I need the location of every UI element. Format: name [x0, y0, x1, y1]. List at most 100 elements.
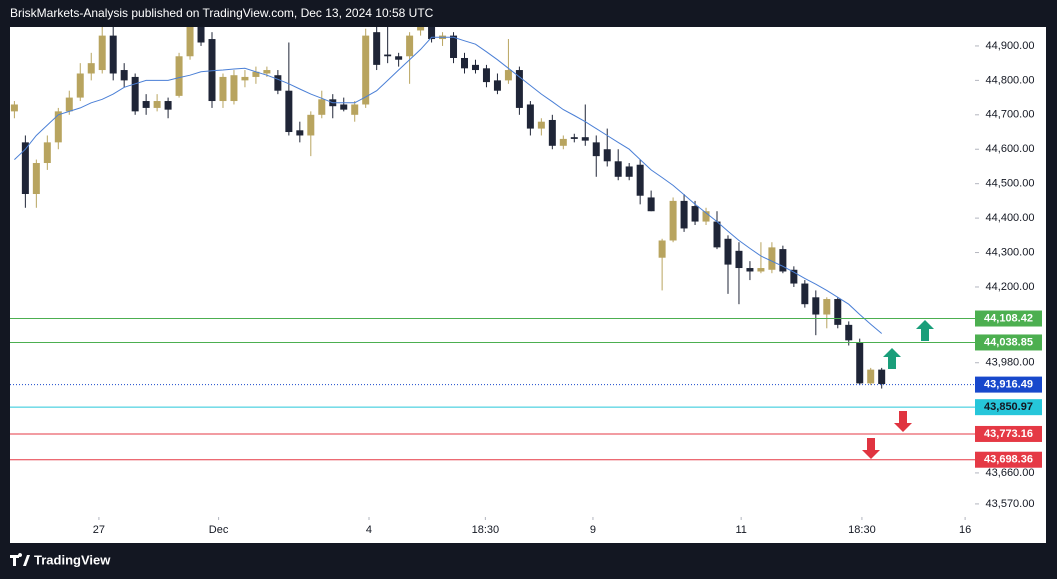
candle-body — [153, 101, 161, 108]
level-label: 44,038.85 — [984, 336, 1033, 348]
candle-body — [373, 32, 381, 65]
level-label: 43,850.97 — [984, 401, 1033, 413]
y-tick-label: 44,800.00 — [986, 74, 1035, 86]
candle-body — [43, 142, 51, 164]
y-tick-label: 43,570.00 — [986, 498, 1035, 510]
y-tick-label: 44,200.00 — [986, 281, 1035, 293]
candle-body — [384, 54, 392, 57]
candle-body — [197, 27, 205, 43]
candle-body — [768, 247, 776, 270]
candle-body — [669, 200, 677, 241]
header-title: BriskMarkets-Analysis published on Tradi… — [10, 6, 434, 20]
candle-body — [362, 35, 370, 105]
candle-body — [493, 80, 501, 91]
y-tick-label: 44,500.00 — [986, 178, 1035, 190]
y-tick-label: 43,660.00 — [986, 467, 1035, 479]
candle-body — [482, 68, 490, 83]
level-label-bg — [975, 399, 1042, 416]
level-label-bg — [975, 425, 1042, 442]
candle-body — [504, 70, 512, 81]
candle-body — [636, 164, 644, 196]
y-tick-label: 43,980.00 — [986, 357, 1035, 369]
level-label-bg — [975, 310, 1042, 327]
logo — [10, 553, 30, 566]
x-tick-label: 9 — [590, 524, 596, 536]
y-tick-label: 44,300.00 — [986, 246, 1035, 258]
candle-body — [680, 200, 688, 229]
level-label-bg — [975, 334, 1042, 351]
candle-body — [241, 76, 249, 81]
candle-body — [735, 250, 743, 269]
candle-body — [603, 149, 611, 162]
candle-body — [878, 369, 886, 385]
candle-body — [713, 221, 721, 248]
candle-body — [230, 75, 238, 102]
candle-body — [263, 70, 271, 74]
candle-body — [296, 130, 304, 136]
candle-body — [548, 119, 556, 146]
axes: 44,900.00 44,800.00 44,700.00 44,600.00 44,5… — [93, 40, 1042, 536]
candle-body — [318, 99, 326, 115]
x-tick-label: 4 — [366, 524, 372, 536]
candle-body — [98, 35, 106, 71]
candle-body — [32, 163, 40, 195]
candle-body — [395, 56, 403, 60]
level-label: 43,916.49 — [984, 379, 1033, 391]
candle-body — [559, 138, 567, 146]
candle-body — [109, 35, 117, 74]
candle-body — [76, 73, 84, 98]
candle-body — [285, 90, 293, 133]
x-tick-label: 16 — [959, 524, 971, 536]
candle-body — [867, 369, 875, 384]
candle-body — [581, 137, 589, 141]
candle-body — [406, 35, 414, 57]
x-tick-label: 18:30 — [472, 524, 500, 536]
candle-body — [142, 101, 150, 108]
candle-body — [417, 27, 425, 31]
candle-body — [823, 299, 831, 315]
x-tick-label: Dec — [209, 524, 229, 536]
candle-body — [746, 268, 754, 272]
candle-body — [428, 27, 436, 40]
candle-body — [208, 39, 216, 102]
candle-body — [537, 121, 545, 129]
candle-body — [131, 76, 139, 112]
arrows — [862, 320, 934, 459]
candle-body — [65, 97, 73, 112]
candle-body — [625, 166, 633, 177]
candle-body — [450, 35, 458, 58]
candle-body — [219, 76, 227, 102]
candle-body — [790, 269, 798, 284]
level-label-bg — [975, 376, 1042, 393]
candle-body — [702, 211, 710, 222]
candle-body — [856, 342, 864, 384]
candle-body — [54, 111, 62, 143]
moving-average — [14, 36, 883, 334]
candle-body — [252, 71, 260, 77]
candle-body — [164, 101, 172, 110]
candle-body — [614, 161, 622, 177]
candle-body — [515, 70, 523, 108]
candle-body — [526, 104, 534, 129]
candle-body — [757, 268, 765, 272]
candle-body — [845, 324, 853, 341]
y-tick-label: 44,700.00 — [986, 109, 1035, 121]
candle-body — [592, 142, 600, 157]
y-tick-label: 44,400.00 — [986, 212, 1035, 224]
footer-brand: TradingView — [34, 552, 111, 567]
candle-body — [691, 206, 699, 222]
y-tick-label: 44,600.00 — [986, 143, 1035, 155]
x-tick-label: 18:30 — [848, 524, 876, 536]
candle-body — [812, 297, 820, 315]
candle-body — [340, 104, 348, 110]
candle-body — [307, 114, 315, 136]
candle-body — [471, 64, 479, 71]
candle-body — [779, 249, 787, 272]
candle-body — [274, 75, 282, 91]
candle-body — [461, 57, 469, 69]
candle-body — [87, 63, 95, 74]
candle-body — [834, 299, 842, 325]
level-label: 43,698.36 — [984, 454, 1033, 466]
